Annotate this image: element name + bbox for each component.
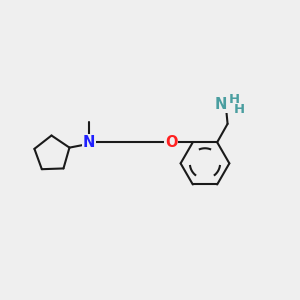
Text: N: N [82, 135, 95, 150]
Text: O: O [165, 135, 178, 150]
Text: N: N [214, 97, 227, 112]
Text: H: H [229, 93, 240, 106]
Text: H: H [234, 103, 245, 116]
